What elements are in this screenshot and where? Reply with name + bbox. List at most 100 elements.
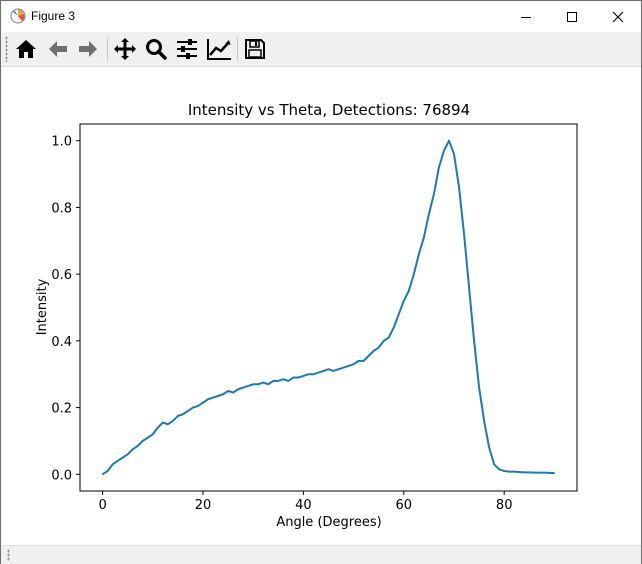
close-icon xyxy=(612,11,624,22)
data-point xyxy=(132,448,134,450)
y-tick-label: 1.0 xyxy=(51,135,72,150)
title-bar: Figure 3 xyxy=(1,1,641,32)
x-tick-label: 20 xyxy=(195,498,212,513)
pan-button[interactable] xyxy=(111,35,139,63)
data-point xyxy=(347,365,350,367)
data-point xyxy=(142,440,144,442)
data-point xyxy=(353,363,355,365)
matplotlib-app-icon xyxy=(10,8,26,24)
data-point xyxy=(122,457,124,459)
data-point xyxy=(493,463,495,465)
data-point xyxy=(528,471,530,473)
data-point xyxy=(518,471,520,473)
y-axis-label: Intensity xyxy=(35,278,50,335)
data-point xyxy=(388,336,390,339)
data-point xyxy=(448,140,450,142)
data-point xyxy=(483,420,485,422)
data-point xyxy=(358,360,360,362)
data-point xyxy=(112,463,114,465)
data-point xyxy=(368,355,370,357)
close-button[interactable] xyxy=(595,1,641,32)
data-point xyxy=(408,290,410,292)
data-point xyxy=(393,326,395,329)
data-point xyxy=(553,472,556,474)
data-point xyxy=(428,213,430,215)
data-point xyxy=(267,383,269,385)
data-point xyxy=(172,420,174,422)
toolbar-grip[interactable] xyxy=(5,36,8,62)
data-point xyxy=(297,376,299,379)
data-point xyxy=(187,410,189,412)
pan-icon xyxy=(114,38,136,60)
navigation-toolbar xyxy=(1,32,641,67)
data-point xyxy=(463,233,465,235)
data-point xyxy=(101,473,104,475)
y-tick-label: 0.6 xyxy=(51,268,72,283)
data-point xyxy=(373,350,375,352)
configure-subplots-button[interactable] xyxy=(173,35,201,63)
data-point xyxy=(418,253,420,255)
x-axis-label: Angle (Degrees) xyxy=(276,515,381,530)
data-point xyxy=(498,468,500,470)
data-point xyxy=(327,368,330,370)
home-button[interactable] xyxy=(12,35,40,63)
data-point xyxy=(152,433,154,435)
data-point xyxy=(423,236,425,239)
edit-axis-button[interactable] xyxy=(205,35,233,63)
data-point xyxy=(433,193,435,195)
data-point xyxy=(242,386,244,389)
data-point xyxy=(192,406,194,409)
data-point xyxy=(538,472,540,474)
figure-canvas[interactable]: Intensity vs Theta, Detections: 76894 0 2… xyxy=(1,67,641,545)
toolbar-separator xyxy=(237,37,238,61)
data-point xyxy=(247,385,249,387)
data-point xyxy=(337,368,340,370)
data-point xyxy=(127,453,129,455)
forward-button[interactable] xyxy=(74,35,102,63)
data-point xyxy=(378,346,380,349)
y-tick-label: 0.8 xyxy=(51,201,72,216)
data-point xyxy=(508,471,510,473)
data-point xyxy=(342,366,345,369)
data-point xyxy=(162,422,164,424)
data-point xyxy=(252,383,254,385)
data-point xyxy=(398,313,400,315)
data-point xyxy=(503,470,505,472)
data-point xyxy=(137,445,139,447)
data-point xyxy=(222,393,224,395)
back-button[interactable] xyxy=(44,35,72,63)
maximize-button[interactable] xyxy=(549,1,595,32)
data-point xyxy=(277,380,279,382)
data-point xyxy=(217,395,219,397)
data-point xyxy=(227,390,229,392)
data-point xyxy=(488,447,490,449)
data-point xyxy=(302,375,304,377)
data-point xyxy=(182,413,184,415)
back-arrow-icon xyxy=(49,41,67,57)
data-point xyxy=(147,437,149,439)
save-button[interactable] xyxy=(241,35,269,63)
minimize-icon xyxy=(521,16,531,18)
data-point xyxy=(543,472,545,474)
data-point xyxy=(212,396,214,399)
data-point xyxy=(473,340,475,342)
maximize-icon xyxy=(567,11,577,22)
zoom-button[interactable] xyxy=(142,35,170,63)
save-icon xyxy=(245,39,265,59)
data-point xyxy=(257,383,259,385)
x-tick-label: 40 xyxy=(295,498,312,513)
chart-title: Intensity vs Theta, Detections: 76894 xyxy=(188,101,470,119)
minimize-button[interactable] xyxy=(503,1,549,32)
data-point xyxy=(282,378,284,380)
window-title: Figure 3 xyxy=(31,9,76,23)
data-point xyxy=(312,373,315,375)
data-point xyxy=(438,166,440,168)
data-point xyxy=(107,470,109,472)
data-point xyxy=(363,360,365,362)
data-point xyxy=(237,388,239,390)
forward-arrow-icon xyxy=(79,41,97,57)
status-bar xyxy=(1,545,641,564)
x-tick-label: 0 xyxy=(98,498,106,513)
edit-axis-icon xyxy=(207,39,231,60)
